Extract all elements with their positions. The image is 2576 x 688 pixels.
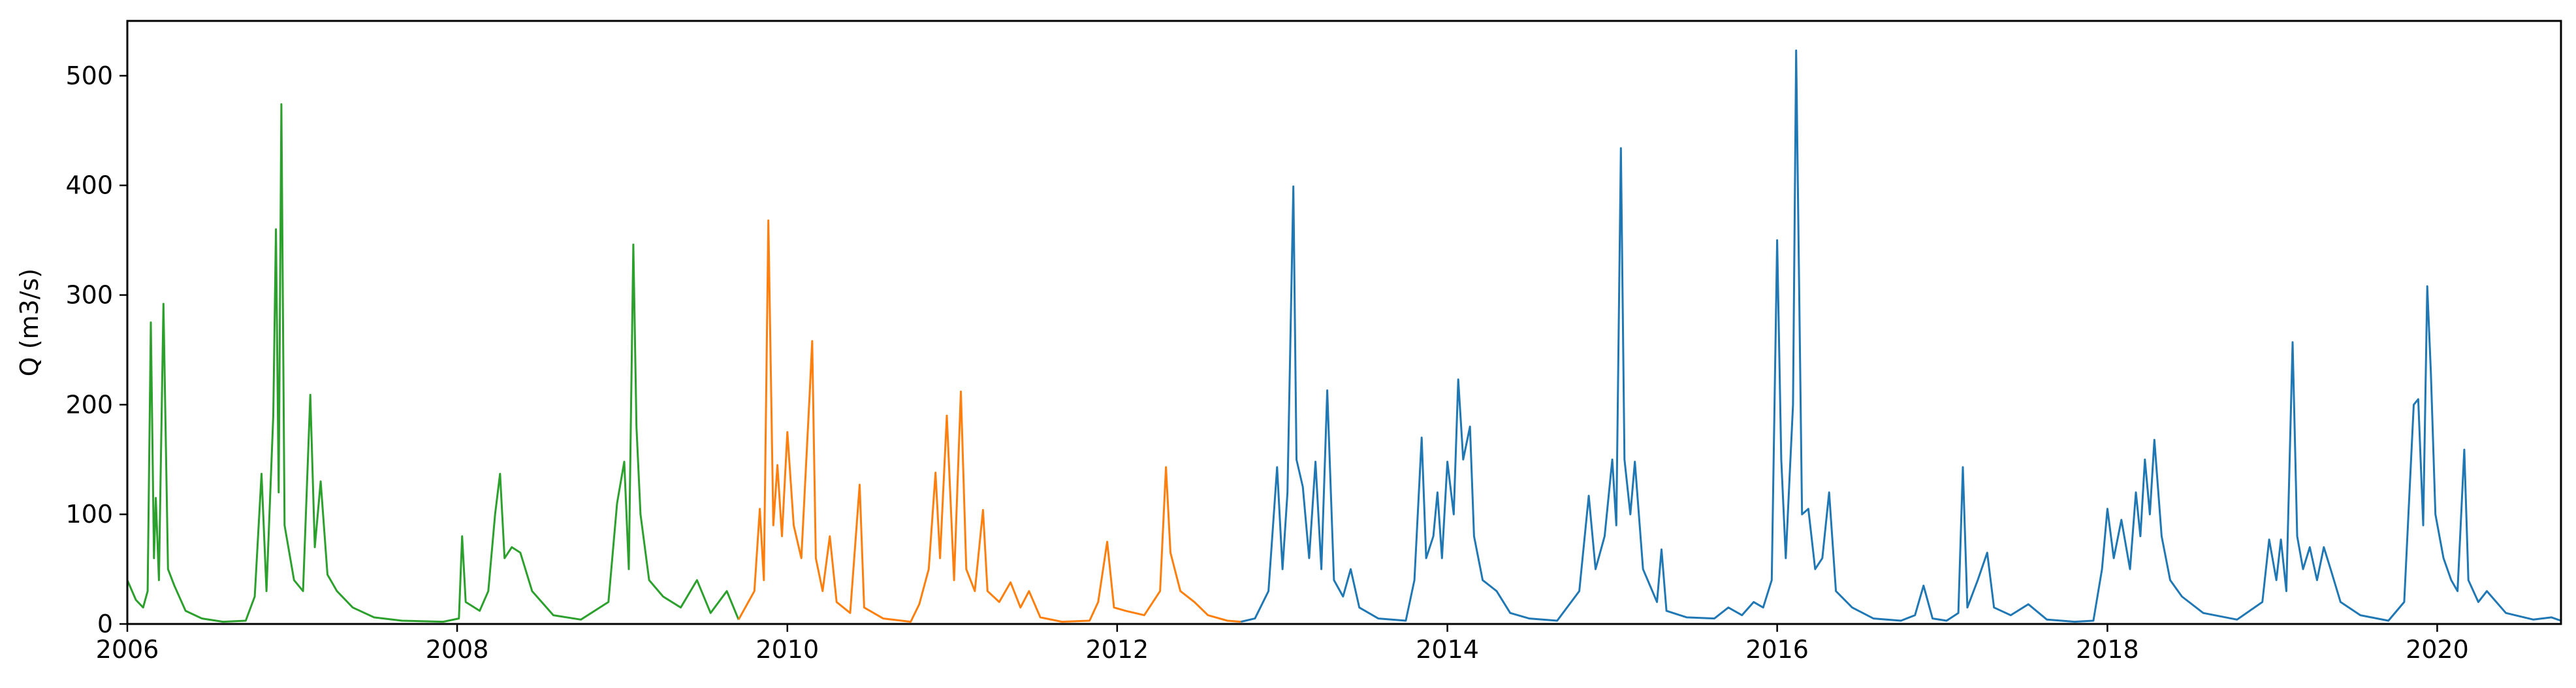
x-tick-label: 2006	[96, 635, 159, 664]
series-line-3	[1241, 49, 2562, 623]
y-axis-label: Q (m3/s)	[15, 269, 44, 376]
y-tick-label: 400	[65, 171, 113, 200]
x-tick-label: 2014	[1416, 635, 1479, 664]
x-tick-label: 2008	[426, 635, 489, 664]
y-tick-label: 200	[65, 390, 113, 419]
series-layer	[126, 49, 2562, 623]
x-tick-label: 2012	[1085, 635, 1149, 664]
x-tick-label: 2018	[2076, 635, 2139, 664]
y-tick-label: 500	[65, 61, 113, 90]
series-line-1	[126, 103, 740, 623]
y-tick-label: 0	[97, 610, 113, 638]
x-tick-label: 2010	[755, 635, 819, 664]
x-tick-label: 2016	[1745, 635, 1809, 664]
y-tick-label: 100	[65, 500, 113, 529]
plot-frame	[126, 20, 2562, 625]
x-tick-label: 2020	[2406, 635, 2469, 664]
y-axis: 0 100 200 300 400 500	[65, 61, 127, 638]
x-axis: 2006 2008 2010 2012 2014 2016 2018 2020	[96, 624, 2469, 664]
y-tick-label: 300	[65, 281, 113, 310]
series-line-2	[737, 219, 1241, 623]
